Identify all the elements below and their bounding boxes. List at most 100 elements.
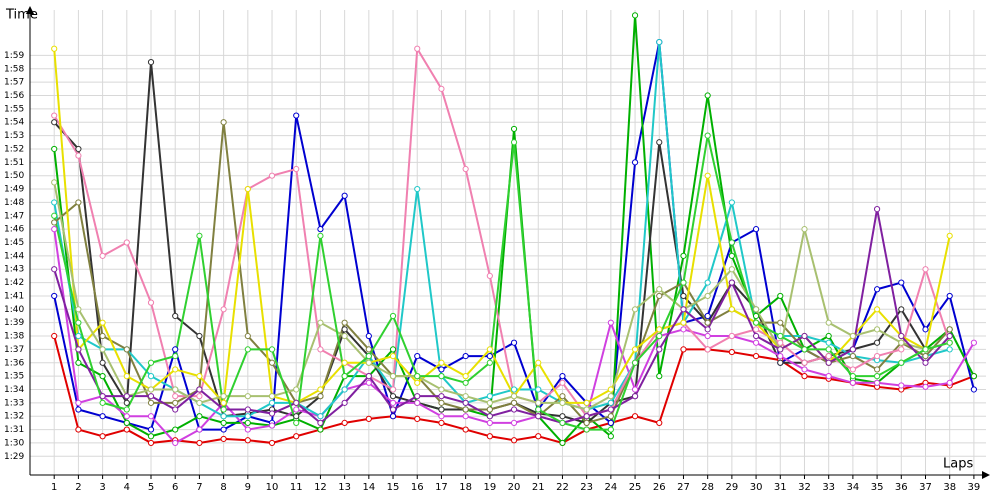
data-point <box>123 426 130 433</box>
series-line <box>53 122 951 425</box>
data-point <box>268 393 276 400</box>
data-point <box>147 359 155 366</box>
data-point <box>680 292 687 300</box>
data-point <box>220 426 227 433</box>
data-point <box>389 312 397 320</box>
data-point <box>220 435 227 443</box>
data-point <box>244 406 251 413</box>
data-point <box>244 437 251 444</box>
y-tick-label: 1:51 <box>4 158 24 168</box>
data-point <box>317 426 324 433</box>
data-point <box>486 359 493 366</box>
plot-area <box>51 12 977 447</box>
data-point <box>220 393 227 400</box>
data-point <box>147 373 155 380</box>
x-tick-label: 37 <box>919 482 932 493</box>
data-point <box>414 352 421 360</box>
data-point <box>268 410 276 417</box>
data-point <box>196 386 203 393</box>
data-point <box>898 359 905 366</box>
data-point <box>704 346 711 353</box>
data-point <box>728 252 735 259</box>
data-point <box>268 439 276 447</box>
data-point <box>631 413 639 420</box>
y-tick-label: 1:34 <box>4 385 24 395</box>
data-point <box>631 393 639 400</box>
data-point <box>704 279 711 286</box>
data-point <box>51 119 58 126</box>
y-tick-label: 1:36 <box>4 358 24 368</box>
data-point <box>801 332 808 340</box>
data-point <box>75 399 82 406</box>
x-tick-label: 10 <box>266 482 279 493</box>
data-point <box>946 292 953 300</box>
data-point <box>438 406 445 413</box>
x-tick-label: 12 <box>314 482 327 493</box>
data-point <box>293 386 300 393</box>
data-point <box>196 426 203 433</box>
data-point <box>704 326 711 333</box>
y-tick-label: 1:31 <box>4 425 24 435</box>
y-tick-label: 1:29 <box>4 452 24 462</box>
data-point <box>535 433 542 440</box>
data-point <box>704 332 711 340</box>
data-point <box>631 12 639 19</box>
data-point <box>293 165 300 173</box>
y-axis-title: Time <box>5 8 38 23</box>
data-point <box>607 406 614 413</box>
x-tick-label: 32 <box>798 482 811 493</box>
y-tick-label: 1:47 <box>4 211 24 221</box>
data-point <box>51 219 58 226</box>
data-point <box>389 352 397 360</box>
data-point <box>147 393 155 400</box>
data-point <box>365 346 372 353</box>
data-point <box>99 433 106 440</box>
data-point <box>801 373 808 380</box>
data-point <box>51 112 58 119</box>
data-point <box>172 426 179 433</box>
x-tick-label: 19 <box>483 482 496 493</box>
data-point <box>486 419 493 426</box>
data-point <box>777 352 784 360</box>
data-point <box>825 352 832 360</box>
data-point <box>680 319 687 326</box>
x-tick-label: 4 <box>124 482 130 493</box>
data-point <box>51 226 58 233</box>
data-point <box>752 312 760 320</box>
data-point <box>244 346 251 353</box>
data-point <box>510 339 518 346</box>
x-tick-label: 39 <box>968 482 981 493</box>
data-point <box>341 399 348 406</box>
data-point <box>535 359 542 366</box>
data-point <box>414 185 421 193</box>
data-point <box>220 399 227 406</box>
data-point <box>510 437 518 444</box>
data-point <box>970 373 977 380</box>
data-point <box>728 199 735 206</box>
x-tick-label: 13 <box>338 482 351 493</box>
data-point <box>341 386 348 393</box>
data-point <box>510 139 518 146</box>
data-point <box>462 352 469 360</box>
x-tick-label: 38 <box>943 482 956 493</box>
y-tick-label: 1:49 <box>4 185 24 195</box>
y-tick-label: 1:35 <box>4 372 24 382</box>
data-point <box>389 373 397 380</box>
data-point <box>293 413 300 420</box>
data-point <box>99 252 106 259</box>
data-point <box>946 232 953 239</box>
data-point <box>486 413 493 420</box>
data-point <box>825 373 832 380</box>
data-point <box>559 399 566 406</box>
data-point <box>341 192 348 199</box>
data-point <box>220 406 227 413</box>
data-point <box>728 332 735 340</box>
data-point <box>123 373 130 380</box>
data-point <box>293 419 300 426</box>
data-point <box>583 399 590 406</box>
data-point <box>559 413 566 420</box>
y-tick-label: 1:48 <box>4 198 24 208</box>
data-point <box>510 386 518 393</box>
data-point <box>752 226 760 233</box>
data-point <box>704 312 711 320</box>
